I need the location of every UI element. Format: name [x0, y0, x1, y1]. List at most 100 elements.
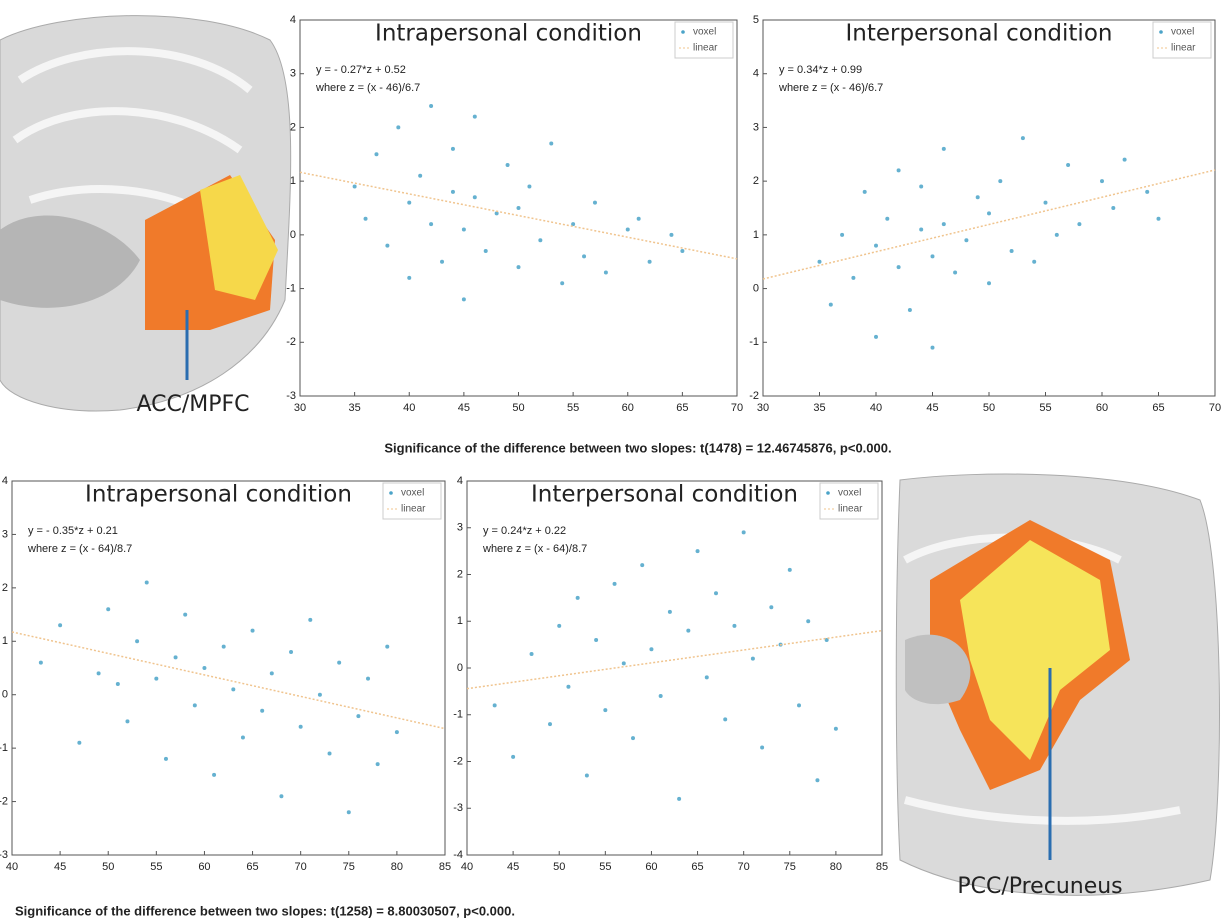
voxel-point	[741, 530, 746, 535]
y-tick-label: 1	[753, 229, 759, 241]
y-tick-label: 4	[2, 475, 8, 487]
x-tick-label: 60	[198, 861, 210, 873]
voxel-point	[987, 211, 991, 216]
x-tick-label: 65	[676, 402, 688, 414]
voxel-point	[183, 612, 188, 617]
voxel-point	[1043, 200, 1048, 205]
legend-swatch	[389, 491, 393, 495]
voxel-point	[494, 211, 499, 216]
voxel-point	[221, 644, 226, 649]
voxel-point	[192, 703, 197, 708]
voxel-point	[919, 184, 924, 189]
y-tick-label: 2	[457, 568, 463, 580]
voxel-point	[144, 580, 149, 585]
legend-label: voxel	[693, 27, 716, 38]
x-tick-label: 30	[757, 402, 769, 414]
equation: where z = (x - 64)/8.7	[482, 543, 587, 555]
plot-area	[762, 19, 1216, 397]
voxel-point	[356, 714, 361, 719]
legend	[819, 482, 879, 520]
y-tick-label: -3	[453, 802, 463, 814]
voxel-point	[840, 232, 845, 237]
voxel-point	[695, 549, 700, 554]
voxel-point	[797, 703, 801, 708]
x-tick-label: 55	[1039, 402, 1051, 414]
chart-title: Interpersonal condition	[531, 482, 798, 508]
voxel-point	[154, 676, 159, 681]
voxel-point	[385, 243, 390, 248]
voxel-point	[862, 189, 867, 194]
x-tick-label: 80	[391, 861, 403, 873]
voxel-point	[1122, 157, 1127, 162]
x-tick-label: 55	[599, 861, 611, 873]
voxel-point	[327, 751, 332, 756]
y-tick-label: 0	[457, 662, 463, 674]
brain-image-acc	[0, 15, 292, 412]
voxel-point	[896, 168, 901, 173]
voxel-point	[407, 275, 412, 280]
voxel-point	[874, 334, 878, 339]
x-tick-label: 45	[926, 402, 938, 414]
x-tick-label: 80	[830, 861, 842, 873]
legend-label: linear	[1171, 43, 1196, 54]
x-tick-label: 75	[784, 861, 796, 873]
voxel-point	[106, 607, 111, 612]
x-tick-label: 50	[512, 402, 524, 414]
voxel-point	[289, 649, 294, 654]
voxel-point	[38, 660, 43, 665]
region-label: PCC/Precuneus	[957, 874, 1122, 899]
voxel-point	[1100, 179, 1104, 184]
x-tick-label: 40	[403, 402, 415, 414]
y-tick-label: 1	[457, 615, 463, 627]
x-tick-label: 60	[622, 402, 634, 414]
y-tick-label: -1	[453, 709, 463, 721]
voxel-point	[472, 195, 477, 200]
x-tick-label: 55	[150, 861, 162, 873]
y-tick-label: 2	[753, 175, 759, 187]
legend-swatch	[826, 491, 830, 495]
voxel-point	[907, 308, 912, 313]
voxel-point	[621, 661, 626, 666]
x-tick-label: 50	[102, 861, 114, 873]
voxel-point	[240, 735, 245, 740]
voxel-point	[885, 216, 890, 221]
equation: where z = (x - 46)/6.7	[778, 82, 883, 94]
x-tick-label: 55	[567, 402, 579, 414]
x-tick-label: 75	[343, 861, 355, 873]
fit-line	[762, 169, 1216, 280]
y-tick-label: -1	[0, 742, 8, 754]
voxel-point	[260, 708, 265, 713]
voxel-point	[649, 647, 654, 652]
legend	[1152, 21, 1212, 59]
voxel-point	[680, 248, 685, 253]
chart-title: Intrapersonal condition	[85, 482, 352, 508]
voxel-point	[1077, 222, 1082, 227]
voxel-point	[647, 259, 652, 264]
y-tick-label: 2	[2, 582, 8, 594]
voxel-point	[346, 810, 351, 815]
voxel-point	[298, 724, 303, 729]
x-tick-label: 65	[1152, 402, 1164, 414]
voxel-point	[231, 687, 236, 692]
voxel-point	[874, 243, 878, 248]
voxel-point	[625, 227, 630, 232]
voxel-point	[975, 195, 980, 200]
y-tick-label: 3	[753, 121, 759, 133]
voxel-point	[337, 660, 342, 665]
voxel-point	[366, 676, 371, 681]
voxel-point	[769, 605, 774, 610]
equation: y = 0.34*z + 0.99	[779, 64, 862, 76]
y-tick-label: 3	[290, 68, 296, 80]
voxel-point	[828, 302, 833, 307]
chart-title: Interpersonal condition	[846, 21, 1113, 47]
voxel-point	[575, 595, 580, 600]
plot-area	[11, 480, 446, 856]
y-tick-label: 2	[290, 121, 296, 133]
voxel-point	[851, 275, 856, 280]
voxel-point	[1020, 136, 1025, 141]
equation: where z = (x - 46)/6.7	[315, 82, 420, 94]
x-tick-label: 35	[813, 402, 825, 414]
voxel-point	[760, 745, 765, 750]
y-tick-label: 0	[290, 229, 296, 241]
